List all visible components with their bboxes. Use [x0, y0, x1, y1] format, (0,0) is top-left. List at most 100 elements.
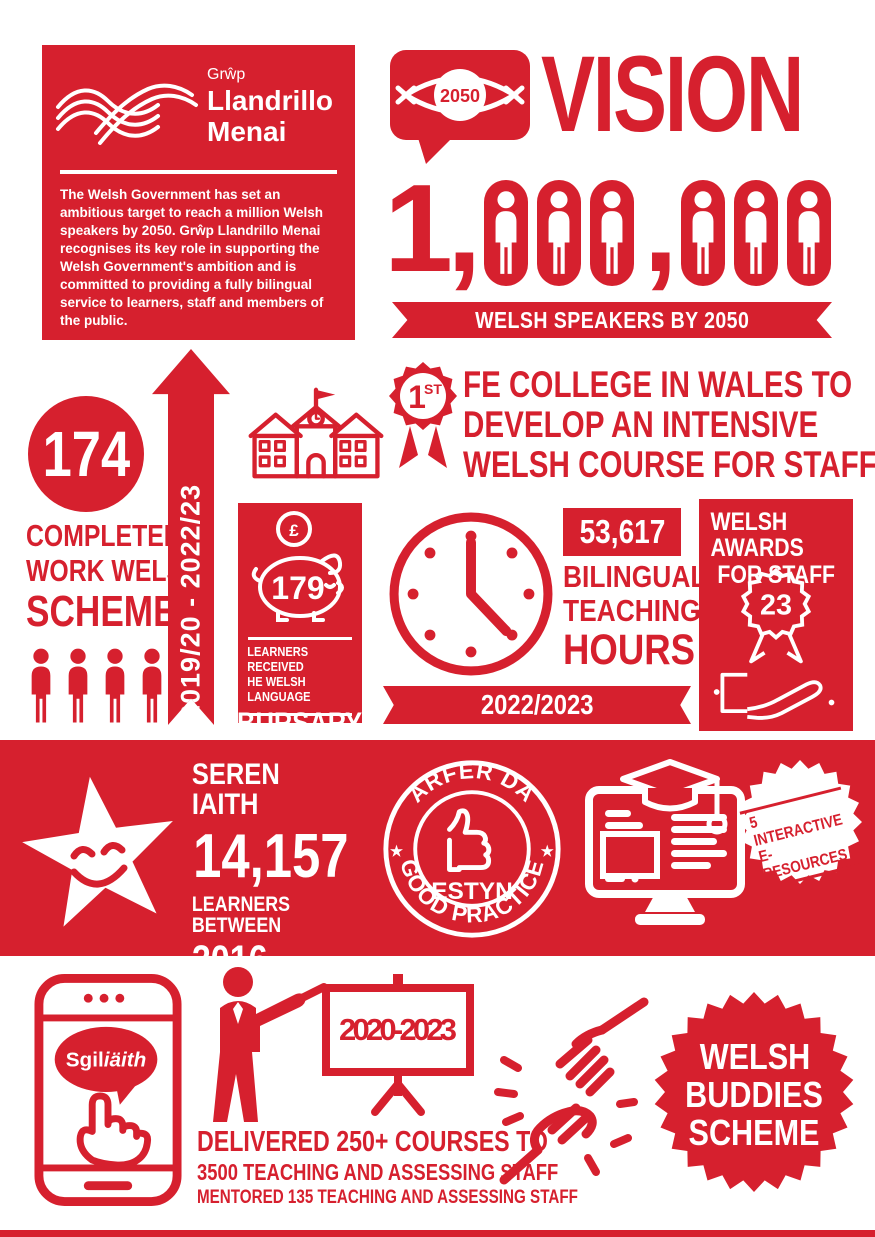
- welsh-speakers-banner: WELSH SPEAKERS BY 2050: [392, 302, 832, 338]
- sgiliaith-phone-icon: Sgiliäith: [34, 974, 182, 1206]
- work-welsh-count-circle: 174: [28, 396, 144, 512]
- graduation-cap-icon: [620, 759, 728, 835]
- vision-year-badge: 2050: [440, 86, 480, 106]
- person-zero-icon: [680, 180, 725, 287]
- courses-line2: 3500 TEACHING AND ASSESSING STAFF: [197, 1159, 559, 1185]
- bursary-divider-bottom: [248, 713, 352, 716]
- hours-year-banner-text: 2022/2023: [480, 689, 594, 720]
- work-welsh-line3: SCHEME: [26, 587, 177, 636]
- work-welsh-count: 174: [42, 418, 130, 490]
- million-prefix: 1,: [384, 160, 481, 298]
- estyn-star-left: ★: [390, 844, 404, 860]
- thumbs-up-icon: [447, 808, 492, 873]
- vision-eye-bubble-icon: 2050: [390, 50, 530, 164]
- smiley-star-icon: [22, 776, 173, 927]
- elearning-monitor-icon: [585, 759, 745, 925]
- bursary-panel: £ 179 LEARNERS RECEIVED HE WELSH LANGUAG…: [237, 503, 363, 740]
- brand-block: Grŵp Llandrillo Menai: [207, 67, 333, 146]
- seren-band: SEREN IAITH 14,157 LEARNERS BETWEEN 2016…: [0, 740, 875, 1020]
- first-place-rosette-icon: 1 ST: [389, 362, 457, 468]
- courses-years: 2020-2023: [339, 1012, 457, 1047]
- intro-paragraph: The Welsh Government has set an ambitiou…: [60, 187, 324, 328]
- bursary-line2: HE WELSH LANGUAGE: [247, 673, 311, 704]
- bursary-count: 179: [271, 570, 324, 606]
- vision-title: VISION: [541, 33, 804, 154]
- estyn-name: ESTYN: [431, 878, 513, 905]
- courses-line1: DELIVERED 250+ COURSES TO: [197, 1126, 548, 1158]
- buddies-starburst-icon: [654, 992, 854, 1192]
- estyn-star-right: ★: [541, 844, 555, 860]
- first-place-rank: 1: [408, 379, 426, 415]
- seren-count: 14,157: [192, 822, 349, 891]
- bursary-line3: BURSARY: [237, 706, 363, 740]
- person-icon: [24, 644, 58, 728]
- bursary-line1: LEARNERS RECEIVED: [247, 644, 309, 674]
- person-zero-icon: [786, 180, 831, 287]
- buddies-label: WELSH BUDDIES SCHEME: [652, 1038, 857, 1151]
- sgiliaith-speech-bubble: Sgiliäith: [54, 1026, 158, 1105]
- awards-count: 23: [760, 589, 792, 621]
- svg-text:ARFER DA: ARFER DA: [403, 758, 540, 807]
- courses-line3: MENTORED 135 TEACHING AND ASSESSING STAF…: [197, 1187, 578, 1208]
- bursary-pound-sign: £: [289, 521, 299, 540]
- school-building-icon: [248, 387, 384, 479]
- courses-text: DELIVERED 250+ COURSES TO 3500 TEACHING …: [197, 1126, 673, 1208]
- sgiliaith-part1: Sgil: [66, 1048, 104, 1071]
- bursary-label: LEARNERS RECEIVED HE WELSH LANGUAGE BURS…: [237, 644, 363, 741]
- brand-group: Grŵp: [207, 66, 246, 83]
- million-figure: 1, ,: [384, 160, 831, 298]
- intro-divider: [60, 170, 337, 174]
- buddies-line3: SCHEME: [689, 1111, 820, 1153]
- seren-block: SEREN IAITH 14,157 LEARNERS BETWEEN 2016…: [178, 758, 363, 1021]
- person-icon: [135, 644, 169, 728]
- estyn-arc-top: ARFER DA: [403, 758, 539, 807]
- starburst-icon: [738, 760, 862, 884]
- work-welsh-people-icons: [24, 644, 169, 728]
- person-zero-icon: [733, 180, 778, 287]
- sgiliaith-part2: iäith: [104, 1048, 147, 1071]
- fe-college-line1: FE COLLEGE IN WALES TO: [463, 364, 853, 405]
- svg-text:Sgiliäith: Sgiliäith: [66, 1048, 147, 1071]
- million-comma: ,: [643, 160, 678, 298]
- award-rosette-hand-icon: 23: [713, 567, 835, 720]
- hours-line3: HOURS: [563, 626, 696, 674]
- hours-count-box: 53,617: [563, 508, 681, 556]
- brand-name-line2: Menai: [207, 116, 287, 147]
- years-arrow-label: 2019/20 - 2022/23: [175, 483, 206, 720]
- seren-title: SEREN IAITH: [191, 758, 280, 821]
- bursary-divider-top: [248, 637, 352, 640]
- person-zero-icon: [590, 180, 635, 287]
- teaching-hours-block: 53,617 BILINGUAL TEACHING HOURS: [563, 508, 706, 674]
- eresources-badge: 5 INTERACTIVE E-RESOURCES: [738, 760, 862, 892]
- welsh-speakers-banner-text: WELSH SPEAKERS BY 2050: [474, 306, 750, 333]
- welsh-awards-panel: WELSH AWARDS FOR STAFF 23: [699, 499, 853, 731]
- work-welsh-line1: COMPLETED: [26, 518, 182, 553]
- hours-year-banner: 2022/2023: [383, 686, 691, 724]
- bottom-border-bar: [0, 1230, 875, 1237]
- fe-college-line3: WELSH COURSE FOR STAFF: [463, 444, 875, 485]
- hours-line1: BILINGUAL: [563, 559, 707, 594]
- tie: [233, 1002, 243, 1024]
- pointer-hand-icon: [76, 1092, 152, 1169]
- buddies-line1: WELSH: [699, 1036, 810, 1077]
- first-place-rank-suffix: ST: [424, 381, 442, 397]
- welsh-buddies-badge: WELSH BUDDIES SCHEME: [652, 992, 857, 1192]
- intro-panel: Grŵp Llandrillo Menai The Welsh Governme…: [42, 45, 355, 340]
- seren-sub: LEARNERS BETWEEN: [191, 893, 291, 937]
- person-zero-icon: [537, 180, 582, 287]
- awards-line2: FOR STAFF: [717, 560, 835, 589]
- trainer-presentation-icon: 2020-2023: [213, 967, 474, 1122]
- fe-college-text: FE COLLEGE IN WALES TO DEVELOP AN INTENS…: [463, 366, 875, 483]
- helping-hands-icon: [494, 997, 649, 1185]
- fe-college-line2: DEVELOP AN INTENSIVE: [463, 404, 819, 445]
- person-icon: [98, 644, 132, 728]
- hours-line2: TEACHING: [563, 593, 701, 628]
- estyn-good-practice-stamp-icon: ARFER DA GOOD PRACTICE ★ ★ ESTYN: [383, 758, 561, 938]
- person-zero-icon: [484, 180, 529, 287]
- buddies-line2: BUDDIES: [685, 1073, 824, 1115]
- llandrillo-menai-wave-logo-icon: [56, 83, 198, 145]
- awards-line1: WELSH AWARDS: [710, 508, 804, 563]
- piggy-bank-icon: £ 179: [251, 511, 344, 622]
- clock-icon: [389, 512, 553, 676]
